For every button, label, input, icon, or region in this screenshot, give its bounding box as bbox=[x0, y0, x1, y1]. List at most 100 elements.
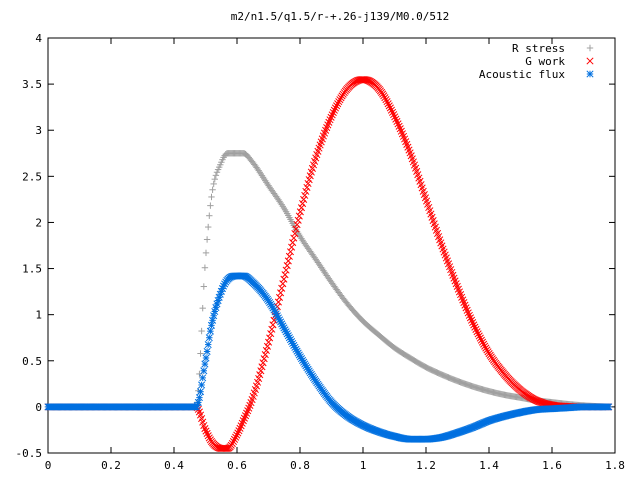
x-tick-label: 1.8 bbox=[605, 459, 625, 472]
data-point-d2 bbox=[477, 336, 485, 344]
data-point-d2 bbox=[480, 340, 488, 348]
data-point-d2 bbox=[289, 239, 297, 247]
data-point-d2 bbox=[272, 310, 280, 318]
data-point-d2 bbox=[424, 200, 432, 208]
data-point-d2 bbox=[455, 288, 464, 296]
data-point-d2 bbox=[295, 212, 303, 220]
data-point-d2 bbox=[412, 164, 420, 172]
data-point-d2 bbox=[234, 429, 242, 437]
data-point-d2 bbox=[268, 325, 276, 333]
data-point-d2 bbox=[465, 311, 473, 319]
data-point-d2 bbox=[200, 367, 208, 375]
series-acoustic-flux bbox=[44, 272, 613, 443]
data-point-d2 bbox=[410, 161, 419, 169]
data-point-d2 bbox=[204, 432, 212, 440]
data-point-d2 bbox=[291, 229, 299, 238]
data-point-d2 bbox=[394, 120, 402, 128]
data-point-d2 bbox=[261, 351, 269, 359]
data-point-d2 bbox=[415, 174, 423, 182]
data-point-d2 bbox=[361, 76, 369, 84]
data-point-d2 bbox=[430, 220, 438, 228]
data-point-d2 bbox=[300, 195, 308, 203]
data-point-d2 bbox=[441, 251, 449, 259]
data-point-d2 bbox=[269, 304, 277, 312]
data-point-d2 bbox=[280, 275, 288, 283]
data-point-d2 bbox=[235, 427, 243, 435]
data-point-d2 bbox=[264, 338, 273, 346]
data-point-d2 bbox=[291, 343, 299, 351]
data-point-d2 bbox=[395, 122, 403, 130]
data-point-d2 bbox=[474, 330, 482, 338]
y-tick-label: 3.5 bbox=[22, 78, 42, 91]
data-point-d2 bbox=[475, 332, 483, 340]
data-point-d2 bbox=[386, 104, 394, 112]
data-point-d2 bbox=[458, 293, 466, 301]
data-point-d2 bbox=[483, 346, 491, 354]
data-point-d2 bbox=[203, 429, 211, 437]
data-point-d2 bbox=[423, 197, 431, 205]
y-tick-label: 0 bbox=[35, 401, 42, 414]
data-point-d2 bbox=[195, 408, 203, 416]
data-point-d2 bbox=[295, 351, 303, 359]
data-point-d2 bbox=[457, 291, 465, 299]
data-point-d2 bbox=[257, 367, 265, 375]
y-tick-label: 1.5 bbox=[22, 263, 42, 276]
y-tick-label: 0.5 bbox=[22, 355, 42, 368]
data-point-d2 bbox=[336, 96, 344, 104]
data-point-d2 bbox=[233, 431, 241, 439]
data-point-d2 bbox=[473, 328, 481, 336]
data-point-d2 bbox=[330, 106, 338, 114]
data-point-d2 bbox=[432, 226, 440, 234]
data-point-d2 bbox=[206, 327, 214, 335]
data-point-d2 bbox=[270, 306, 278, 314]
chart-title: m2/n1.5/q1.5/r-+.26-j139/M0.0/512 bbox=[231, 10, 450, 23]
data-point-d2 bbox=[229, 437, 237, 446]
data-point-d2 bbox=[388, 108, 397, 116]
data-point-d2 bbox=[461, 301, 469, 309]
data-point-d2 bbox=[438, 242, 446, 250]
data-point-d2 bbox=[426, 207, 434, 215]
data-point-d2 bbox=[286, 248, 295, 256]
data-point-d2 bbox=[333, 102, 341, 110]
data-point-d2 bbox=[462, 304, 470, 312]
data-point-d2 bbox=[384, 100, 392, 108]
data-point-d2 bbox=[401, 135, 409, 143]
data-point-d2 bbox=[302, 187, 310, 195]
x-tick-label: 0 bbox=[45, 459, 52, 472]
data-point-d2 bbox=[266, 334, 274, 342]
data-point-d2 bbox=[262, 346, 270, 355]
data-point-d2 bbox=[279, 280, 287, 288]
data-point-d2 bbox=[207, 321, 216, 329]
legend-label: Acoustic flux bbox=[479, 68, 565, 81]
data-point-d2 bbox=[328, 111, 336, 119]
data-point-d2 bbox=[198, 381, 206, 389]
data-point-d2 bbox=[198, 414, 206, 423]
data-point-d2 bbox=[463, 306, 471, 314]
data-point-d2 bbox=[605, 403, 613, 411]
x-tick-label: 0.6 bbox=[227, 459, 247, 472]
data-point-d2 bbox=[407, 152, 415, 160]
x-tick-label: 1.6 bbox=[542, 459, 562, 472]
data-point-d2 bbox=[443, 257, 451, 265]
data-point-d2 bbox=[540, 399, 548, 407]
data-point-d2 bbox=[195, 394, 203, 402]
data-point-d2 bbox=[232, 433, 240, 441]
data-point-d2 bbox=[278, 320, 286, 328]
data-point-d2 bbox=[437, 239, 445, 247]
data-point-d2 bbox=[204, 341, 212, 349]
data-point-d2 bbox=[431, 223, 439, 231]
data-point-d2 bbox=[397, 127, 405, 135]
data-point-d2 bbox=[382, 96, 390, 104]
data-point-d2 bbox=[286, 336, 295, 344]
data-point-d2 bbox=[440, 248, 448, 256]
data-point-d2 bbox=[476, 334, 484, 342]
data-point-d2 bbox=[327, 113, 335, 121]
data-point-d2 bbox=[454, 285, 462, 293]
x-tick-label: 1.4 bbox=[479, 459, 499, 472]
data-point-d2 bbox=[539, 399, 547, 407]
data-point-d2 bbox=[442, 254, 450, 262]
data-point-d2 bbox=[413, 167, 421, 175]
data-point-d2 bbox=[396, 125, 404, 133]
